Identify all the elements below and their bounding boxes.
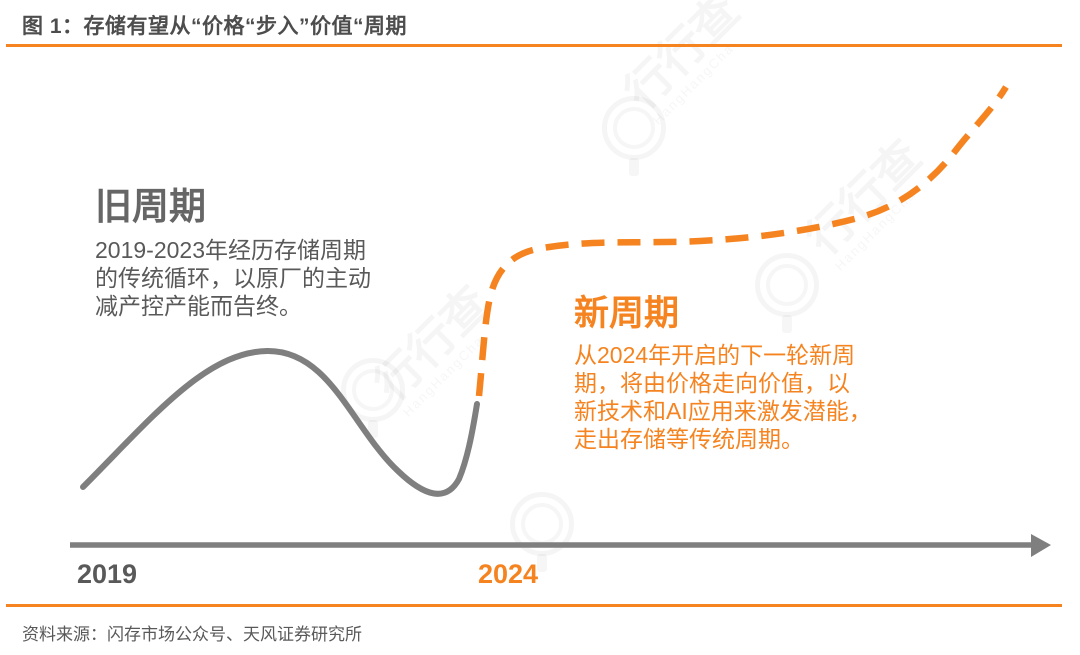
old-cycle-line: 的传统循环，以原厂的主动 (95, 265, 371, 291)
figure-title: 图 1：存储有望从“价格“步入”价值“周期 (22, 15, 408, 38)
source-note: 资料来源：闪存市场公众号、天风证券研究所 (22, 625, 362, 644)
old-cycle-curve (80, 347, 480, 497)
top-divider (6, 44, 1062, 47)
new-cycle-curve (475, 85, 1009, 397)
old-cycle-description: 2019-2023年经历存储周期 的传统循环，以原厂的主动 减产控产能而告终。 (95, 236, 371, 320)
axis-arrowhead-icon (1031, 534, 1051, 557)
bottom-divider (6, 604, 1062, 607)
new-cycle-heading: 新周期 (574, 294, 680, 333)
old-cycle-heading: 旧周期 (95, 186, 206, 227)
new-cycle-line: 走出存储等传统周期。 (574, 426, 804, 452)
new-cycle-line: 从2024年开启的下一轮新周 (574, 342, 856, 368)
old-cycle-line: 2019-2023年经历存储周期 (95, 237, 366, 263)
new-cycle-description: 从2024年开启的下一轮新周 期，将由价格走向价值，以 新技术和AI应用来激发潜… (574, 341, 872, 453)
new-cycle-line: 新技术和AI应用来激发潜能， (574, 398, 872, 424)
new-cycle-line: 期，将由价格走向价值，以 (574, 370, 850, 396)
axis-label-2019: 2019 (77, 559, 138, 589)
axis-label-2024: 2024 (478, 559, 539, 589)
old-cycle-line: 减产控产能而告终。 (95, 293, 302, 319)
